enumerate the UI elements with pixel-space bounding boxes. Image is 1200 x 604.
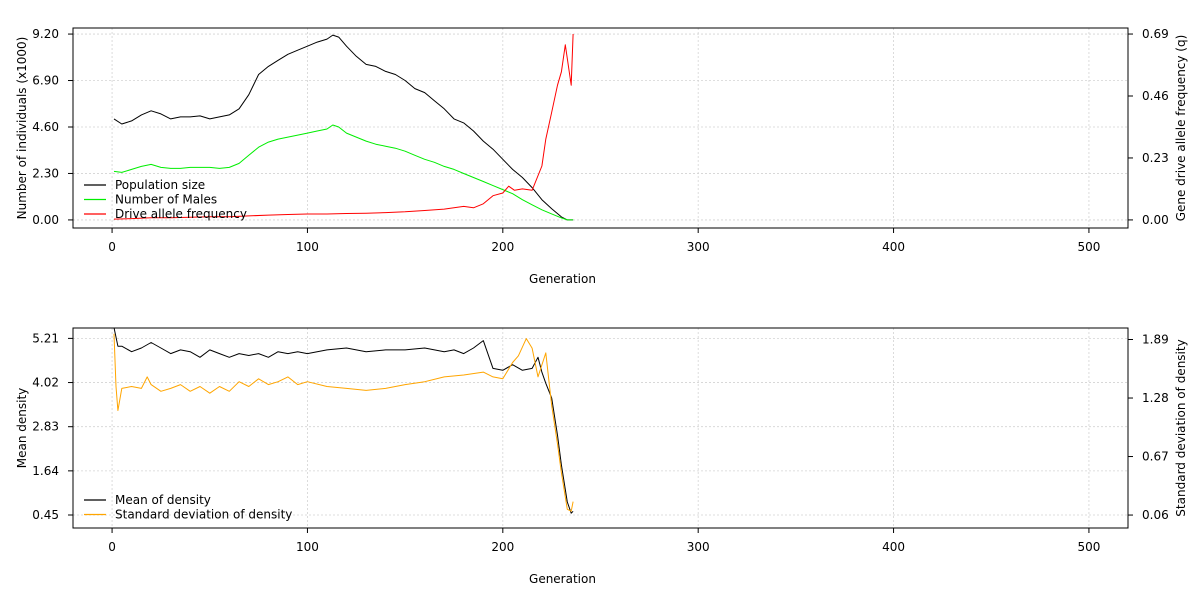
x-tick-label: 500 <box>1077 240 1100 254</box>
x-tick-label: 100 <box>296 540 319 554</box>
legend-label: Number of Males <box>115 193 217 207</box>
series-line-population-size <box>113 34 574 221</box>
y-tick-label: 4.02 <box>32 376 59 390</box>
y2-tick-label: 0.69 <box>1142 27 1169 41</box>
series-line-drive-allele-frequency <box>113 33 574 220</box>
x-tick-label: 400 <box>882 240 905 254</box>
y-axis-label: Number of individuals (x1000) <box>15 37 29 220</box>
x-axis-label: Generation <box>529 272 596 286</box>
y-tick-label: 4.60 <box>32 120 59 134</box>
y2-tick-label: 0.46 <box>1142 89 1169 103</box>
series-line-standard-deviation-of-density <box>113 333 574 512</box>
y-tick-label: 0.00 <box>32 213 59 227</box>
series-line-mean-of-density <box>113 327 574 514</box>
legend-label: Standard deviation of density <box>115 508 292 522</box>
y-tick-label: 2.30 <box>32 166 59 180</box>
x-tick-label: 500 <box>1077 540 1100 554</box>
y-tick-label: 5.21 <box>32 331 59 345</box>
x-tick-label: 400 <box>882 540 905 554</box>
y2-tick-label: 0.23 <box>1142 151 1169 165</box>
x-tick-label: 300 <box>687 240 710 254</box>
y2-tick-label: 0.67 <box>1142 450 1169 464</box>
y-tick-label: 2.83 <box>32 420 59 434</box>
legend-label: Drive allele frequency <box>115 207 247 221</box>
y2-axis-label: Gene drive allele frequency (q) <box>1174 35 1188 222</box>
y-tick-label: 6.90 <box>32 74 59 88</box>
y-tick-label: 1.64 <box>32 464 59 478</box>
x-tick-label: 0 <box>108 540 116 554</box>
chart-panel-2: 0 100 200 300 400 500 0.45 1.64 2.83 4.02 5.21 0.06… <box>15 327 1188 586</box>
y-axis-label: Mean density <box>15 388 29 469</box>
plot-frame <box>72 27 1129 229</box>
y2-axis-label: Standard deviation of density <box>1174 339 1188 516</box>
y2-tick-label: 1.28 <box>1142 391 1169 405</box>
y2-tick-label: 0.06 <box>1142 508 1169 522</box>
legend-label: Mean of density <box>115 493 211 507</box>
series-line-number-of-males <box>113 124 574 221</box>
x-tick-label: 300 <box>687 540 710 554</box>
legend-label: Population size <box>115 178 205 192</box>
plot-frame <box>72 327 1129 529</box>
y-tick-label: 9.20 <box>32 27 59 41</box>
x-tick-label: 100 <box>296 240 319 254</box>
y-tick-label: 0.45 <box>32 508 59 522</box>
y2-tick-label: 1.89 <box>1142 333 1169 347</box>
chart-panel-1: 0 100 200 300 400 500 0.00 2.30 4.60 6.90 9.20 0.00… <box>15 27 1188 286</box>
x-tick-label: 200 <box>491 240 514 254</box>
x-tick-label: 200 <box>491 540 514 554</box>
x-axis-label: Generation <box>529 572 596 586</box>
x-tick-label: 0 <box>108 240 116 254</box>
y2-tick-label: 0.00 <box>1142 213 1169 227</box>
